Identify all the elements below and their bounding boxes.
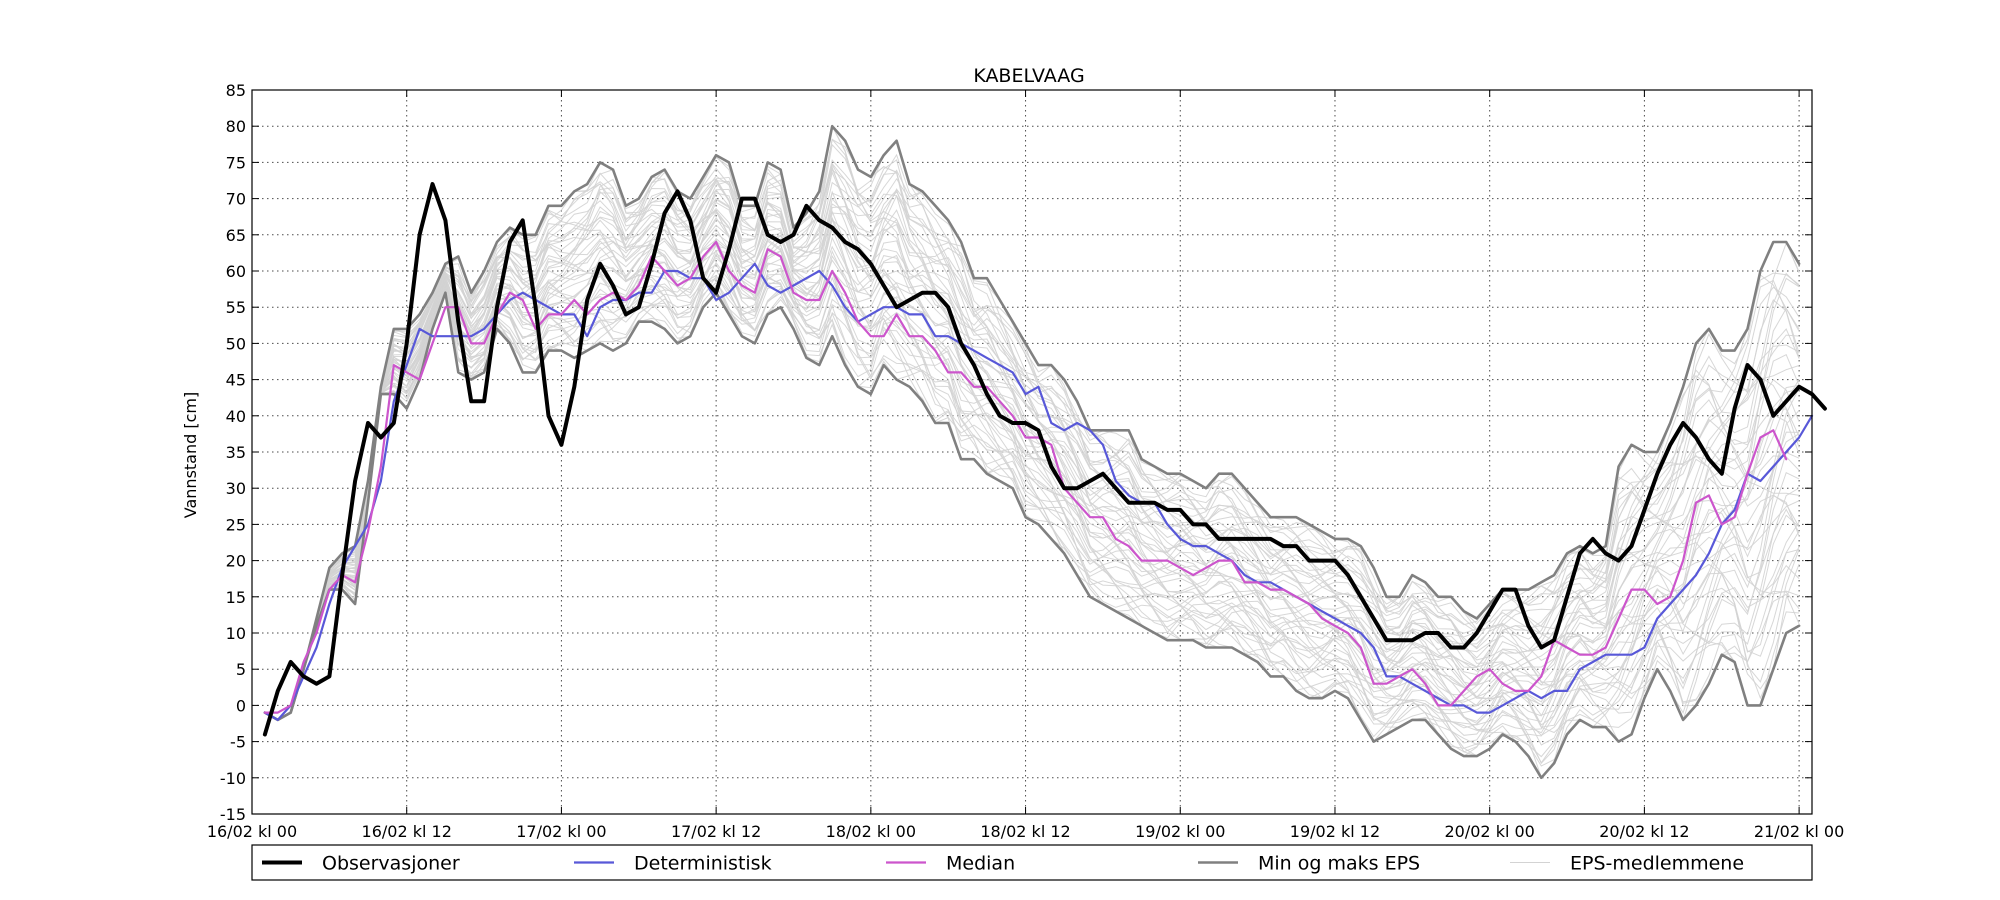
y-tick-label: 20 xyxy=(226,552,246,571)
ensemble-member-line xyxy=(264,284,1800,758)
legend-box xyxy=(251,844,1813,881)
ensemble-member-line xyxy=(264,138,1800,721)
legend-label: EPS-medlemmene xyxy=(1570,853,1744,875)
axes: -15 -10 -5 0 5 10 15 20 25 30 35 40 45 50 55 60 65 70 75 80… xyxy=(207,81,1844,841)
x-tick-label: 19/02 kl 00 xyxy=(1135,822,1225,841)
y-tick-label: 65 xyxy=(226,226,246,245)
y-tick-label: 45 xyxy=(226,371,246,390)
ensemble-member-line xyxy=(264,190,1800,721)
x-tick-label: 17/02 kl 00 xyxy=(516,822,606,841)
y-tick-label: 85 xyxy=(226,81,246,100)
ensemble-member-line xyxy=(264,240,1800,728)
y-tick-label: 50 xyxy=(226,334,246,353)
legend: Observasjoner Deterministisk Median Min og … xyxy=(251,844,1813,881)
y-tick-label: 5 xyxy=(236,660,246,679)
series-line-median xyxy=(263,240,1788,714)
y-axis-label: Vannstand [cm] xyxy=(181,392,200,518)
legend-label: Median xyxy=(946,853,1015,875)
y-tick-label: -10 xyxy=(220,769,246,788)
y-tick-label: -15 xyxy=(220,805,246,824)
legend-label: Deterministisk xyxy=(634,853,772,875)
x-tick-label: 16/02 kl 12 xyxy=(362,822,452,841)
x-tick-label: 20/02 kl 00 xyxy=(1445,822,1535,841)
chart-title: KABELVAAG xyxy=(973,65,1084,87)
y-tick-label: 40 xyxy=(226,407,246,426)
ensemble-member-line xyxy=(264,209,1800,721)
series-line-maks-eps xyxy=(263,124,1801,722)
y-tick-label: 0 xyxy=(236,696,246,715)
series-lines xyxy=(262,124,1827,780)
ensemble-member-line xyxy=(264,125,1800,721)
y-tick-label: 80 xyxy=(226,117,246,136)
ensemble-member-line xyxy=(264,236,1800,721)
x-tick-label: 19/02 kl 12 xyxy=(1290,822,1380,841)
x-tick-label: 16/02 kl 00 xyxy=(207,822,297,841)
y-tick-label: 35 xyxy=(226,443,246,462)
ensemble-member-line xyxy=(264,258,1800,742)
y-tick-label: 60 xyxy=(226,262,246,281)
series-line-deterministisk xyxy=(263,262,1814,721)
y-tick-label: -5 xyxy=(230,733,246,752)
y-tick-label: 25 xyxy=(226,515,246,534)
ensemble-member-line xyxy=(264,261,1800,744)
series-line-min-eps xyxy=(263,291,1801,780)
y-tick-label: 70 xyxy=(226,190,246,209)
y-tick-label: 30 xyxy=(226,479,246,498)
ensemble-member-line xyxy=(264,139,1800,721)
x-tick-label: 18/02 kl 12 xyxy=(980,822,1070,841)
ensemble-member-line xyxy=(264,269,1800,743)
ensemble-member-line xyxy=(264,172,1800,721)
x-tick-label: 17/02 kl 12 xyxy=(671,822,761,841)
ensemble-member-line xyxy=(264,188,1800,721)
ensemble-member-line xyxy=(264,166,1800,721)
ensemble-member-line xyxy=(264,139,1800,721)
series-line-observasjoner xyxy=(262,182,1827,737)
x-tick-label: 21/02 kl 00 xyxy=(1754,822,1844,841)
ensemble-member-line xyxy=(264,190,1800,721)
ensemble-member-line xyxy=(264,216,1800,723)
x-tick-label: 20/02 kl 12 xyxy=(1599,822,1689,841)
legend-label: Observasjoner xyxy=(322,853,460,875)
ensemble-member-line xyxy=(264,163,1800,721)
legend-label: Min og maks EPS xyxy=(1258,853,1420,875)
x-tick-label: 18/02 kl 00 xyxy=(826,822,916,841)
y-tick-label: 10 xyxy=(226,624,246,643)
ensemble-member-line xyxy=(264,284,1800,757)
ensemble-member-line xyxy=(264,237,1800,725)
ensemble-member-line xyxy=(264,226,1800,721)
y-tick-label: 55 xyxy=(226,298,246,317)
y-tick-label: 75 xyxy=(226,153,246,172)
y-tick-label: 15 xyxy=(226,588,246,607)
